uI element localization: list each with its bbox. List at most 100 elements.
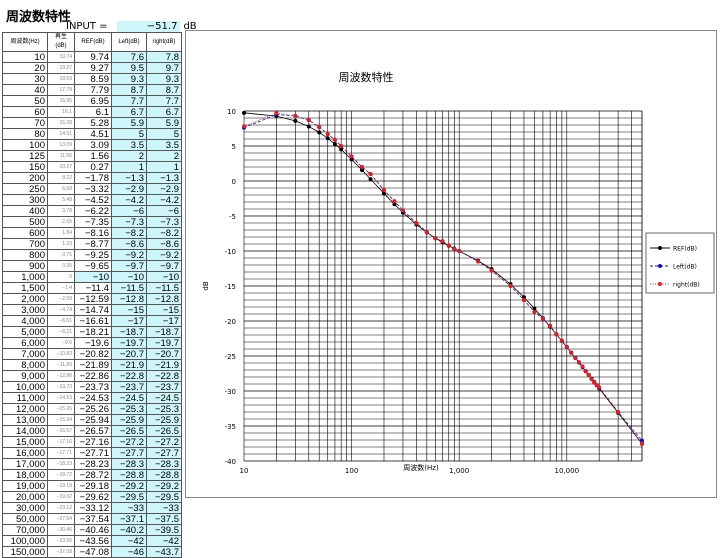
table-cell[interactable]: 600: [2, 227, 48, 239]
table-cell[interactable]: −42: [146, 535, 182, 547]
table-cell[interactable]: −19.7: [111, 337, 147, 349]
table-cell[interactable]: −2.59: [47, 293, 75, 305]
table-cell[interactable]: −4.52: [74, 194, 112, 206]
table-cell[interactable]: −28.3: [111, 458, 147, 470]
table-cell[interactable]: −24.53: [74, 392, 112, 404]
table-cell[interactable]: −10.82: [47, 348, 75, 360]
table-cell[interactable]: −29.18: [74, 480, 112, 492]
table-cell[interactable]: −8.21: [47, 326, 75, 338]
table-cell[interactable]: 500: [2, 216, 48, 228]
table-cell[interactable]: 6.95: [74, 95, 112, 107]
table-cell[interactable]: −10: [74, 271, 112, 283]
table-cell[interactable]: −6: [111, 205, 147, 217]
table-cell[interactable]: 1.84: [47, 227, 75, 239]
table-cell[interactable]: 150: [2, 161, 48, 173]
table-cell[interactable]: 250: [2, 183, 48, 195]
table-cell[interactable]: 3.5: [146, 139, 182, 151]
table-cell[interactable]: −23.12: [47, 502, 75, 514]
table-cell[interactable]: −15.26: [47, 403, 75, 415]
table-cell[interactable]: −18.72: [47, 469, 75, 481]
table-cell[interactable]: −39.5: [146, 524, 182, 536]
table-cell[interactable]: 2.65: [47, 216, 75, 228]
table-cell[interactable]: −25.3: [146, 403, 182, 415]
table-cell[interactable]: −12.8: [146, 293, 182, 305]
table-cell[interactable]: −21.9: [111, 359, 147, 371]
table-cell[interactable]: −23.7: [111, 381, 147, 393]
table-cell[interactable]: 7,000: [2, 348, 48, 360]
table-cell[interactable]: −27.7: [146, 447, 182, 459]
table-cell[interactable]: 6.7: [146, 106, 182, 118]
table-cell[interactable]: 6.68: [47, 183, 75, 195]
table-cell[interactable]: −28.23: [74, 458, 112, 470]
table-cell[interactable]: −11.4: [74, 282, 112, 294]
table-cell[interactable]: 125: [2, 150, 48, 162]
table-cell[interactable]: −28.3: [146, 458, 182, 470]
table-cell[interactable]: 3.09: [74, 139, 112, 151]
table-cell[interactable]: 8.59: [74, 73, 112, 85]
table-cell[interactable]: −12.8: [111, 293, 147, 305]
table-cell[interactable]: −18.7: [146, 326, 182, 338]
table-cell[interactable]: 1: [111, 161, 147, 173]
table-cell[interactable]: 100: [2, 139, 48, 151]
column-header[interactable]: 再生(dB): [47, 32, 75, 52]
table-cell[interactable]: 14,000: [2, 425, 48, 437]
table-cell[interactable]: −28.8: [146, 469, 182, 481]
table-cell[interactable]: −15: [111, 304, 147, 316]
table-cell[interactable]: 4,000: [2, 315, 48, 327]
table-cell[interactable]: 10.27: [47, 161, 75, 173]
table-cell[interactable]: −10: [146, 271, 182, 283]
table-cell[interactable]: 13,000: [2, 414, 48, 426]
table-cell[interactable]: 2,000: [2, 293, 48, 305]
table-cell[interactable]: −20.82: [74, 348, 112, 360]
table-cell[interactable]: 300: [2, 194, 48, 206]
table-cell[interactable]: 80: [2, 128, 48, 140]
table-cell[interactable]: 15,000: [2, 436, 48, 448]
table-cell[interactable]: −9.2: [146, 249, 182, 261]
table-cell[interactable]: 14.51: [47, 128, 75, 140]
table-cell[interactable]: −47.08: [74, 546, 112, 558]
table-cell[interactable]: −8.77: [74, 238, 112, 250]
table-cell[interactable]: 8.22: [47, 172, 75, 184]
table-cell[interactable]: 5: [111, 128, 147, 140]
table-cell[interactable]: 12,000: [2, 403, 48, 415]
table-cell[interactable]: 70,000: [2, 524, 48, 536]
table-cell[interactable]: 800: [2, 249, 48, 261]
table-cell[interactable]: −29.5: [146, 491, 182, 503]
table-cell[interactable]: 150,000: [2, 546, 48, 558]
table-cell[interactable]: −4.2: [146, 194, 182, 206]
table-cell[interactable]: 8,000: [2, 359, 48, 371]
table-cell[interactable]: −46: [111, 546, 147, 558]
table-cell[interactable]: −16.57: [47, 425, 75, 437]
column-header[interactable]: 周波数(Hz): [2, 32, 48, 52]
table-cell[interactable]: −6: [146, 205, 182, 217]
table-cell[interactable]: −15: [146, 304, 182, 316]
table-cell[interactable]: 20,000: [2, 491, 48, 503]
table-cell[interactable]: −33.12: [74, 502, 112, 514]
table-cell[interactable]: 16,000: [2, 447, 48, 459]
table-cell[interactable]: 50,000: [2, 513, 48, 525]
table-cell[interactable]: −19.18: [47, 480, 75, 492]
table-cell[interactable]: 100,000: [2, 535, 48, 547]
table-cell[interactable]: 2: [146, 150, 182, 162]
table-cell[interactable]: −23.7: [146, 381, 182, 393]
table-cell[interactable]: −40.2: [111, 524, 147, 536]
table-cell[interactable]: −27.2: [111, 436, 147, 448]
table-cell[interactable]: 18,000: [2, 469, 48, 481]
table-cell[interactable]: −24.5: [111, 392, 147, 404]
table-cell[interactable]: 1,500: [2, 282, 48, 294]
table-cell[interactable]: −4.74: [47, 304, 75, 316]
table-cell[interactable]: −8.6: [146, 238, 182, 250]
table-cell[interactable]: −25.9: [146, 414, 182, 426]
table-cell[interactable]: −17.16: [47, 436, 75, 448]
table-cell[interactable]: 5.28: [74, 117, 112, 129]
table-cell[interactable]: 8.7: [146, 84, 182, 96]
table-cell[interactable]: −6.61: [47, 315, 75, 327]
table-cell[interactable]: 400: [2, 205, 48, 217]
table-cell[interactable]: −2.9: [111, 183, 147, 195]
table-cell[interactable]: 40: [2, 84, 48, 96]
table-cell[interactable]: 7.8: [146, 51, 182, 63]
table-cell[interactable]: −42: [111, 535, 147, 547]
table-cell[interactable]: −18.23: [47, 458, 75, 470]
table-cell[interactable]: 20: [2, 62, 48, 74]
table-cell[interactable]: −43.7: [146, 546, 182, 558]
